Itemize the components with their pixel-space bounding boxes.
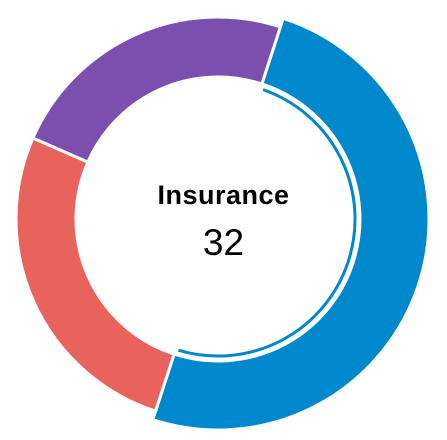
donut-segment-insurance[interactable]: [150, 16, 431, 432]
center-label-value: 32: [202, 222, 245, 263]
center-label-title: Insurance: [157, 180, 290, 210]
selected-segment-highlight-ring: [177, 88, 357, 358]
donut-segment-segment-3[interactable]: [30, 15, 283, 165]
donut-segment-segment-2[interactable]: [14, 136, 177, 414]
